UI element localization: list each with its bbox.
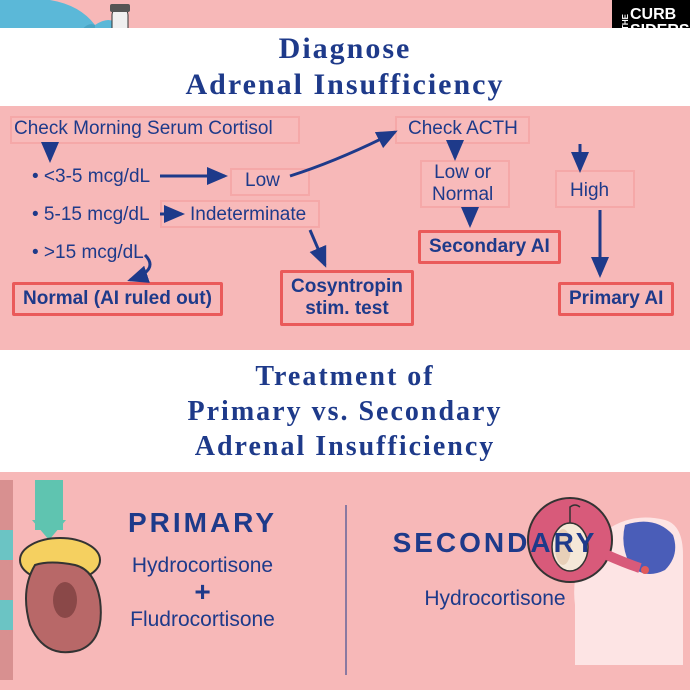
logo-curb: CURB [630,6,676,24]
treatment-title-l3: Adrenal Insufficiency [195,431,496,462]
secondary-column: SECONDARY Hydrocortisone [345,472,690,690]
treatment-title-l1: Treatment of [255,361,434,392]
title-band: Diagnose Adrenal Insufficiency [0,28,690,106]
secondary-drug-hydro: Hydrocortisone [300,587,690,611]
primary-column: PRIMARY Hydrocortisone + Fludrocortisone [0,472,345,690]
treatment-title: Treatment of Primary vs. Secondary Adren… [188,359,503,464]
title-line1: Diagnose [279,32,412,65]
diagnosis-flowchart: Check Morning Serum Cortisol • <3-5 mcg/… [0,110,690,350]
primary-drug-fludro: Fludrocortisone [60,608,345,632]
page-title: Diagnose Adrenal Insufficiency [186,31,505,103]
title-line2: Adrenal Insufficiency [186,68,505,101]
treatment-title-l2: Primary vs. Secondary [188,396,503,427]
column-divider [345,505,347,675]
secondary-heading: SECONDARY [300,527,690,559]
treatment-band: Treatment of Primary vs. Secondary Adren… [0,350,690,472]
arrows-overlay [0,110,690,340]
